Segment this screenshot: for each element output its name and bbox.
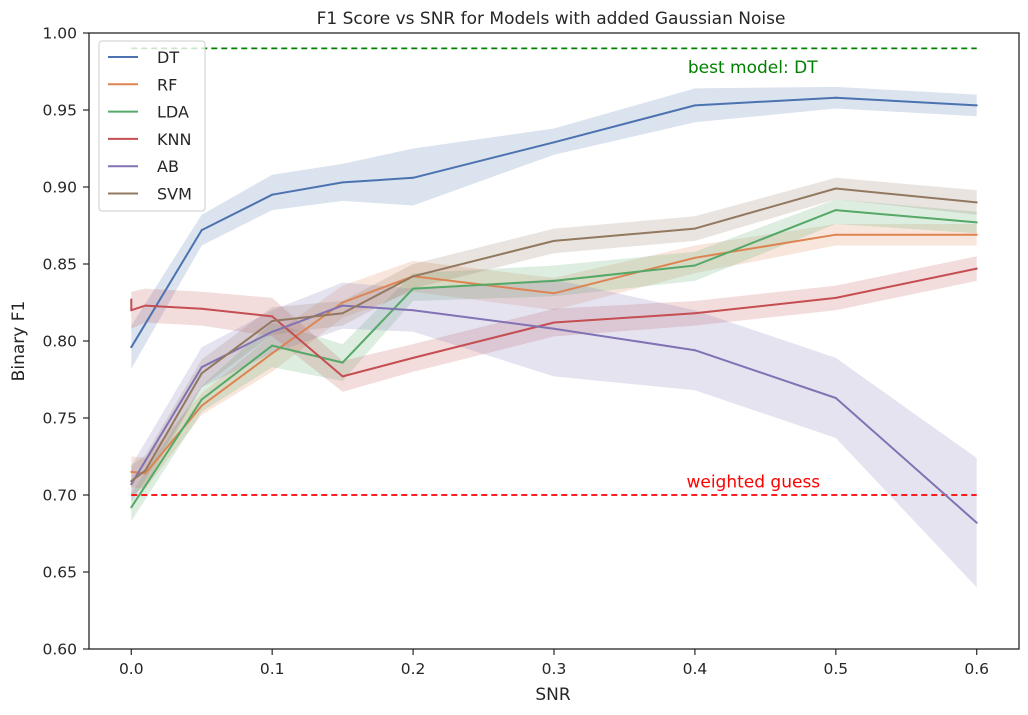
x-tick-label: 0.0: [119, 660, 144, 678]
y-tick-label: 0.90: [42, 179, 77, 197]
band-rf: [131, 224, 977, 489]
legend-label-rf: RF: [157, 75, 177, 94]
data-point-rf: [200, 404, 203, 407]
data-point-svm: [693, 227, 696, 230]
legend-label-svm: SVM: [157, 185, 192, 204]
legend: DT RF LDA KNN AB SVM: [98, 40, 206, 212]
x-tick-label: 0.6: [964, 660, 989, 678]
data-point-lda: [834, 209, 837, 212]
data-point-svm: [834, 187, 837, 190]
data-point-rf: [130, 470, 133, 473]
data-point-dt: [553, 141, 555, 144]
data-point-lda: [553, 279, 555, 282]
data-point-dt: [271, 193, 274, 196]
data-point-rf: [693, 256, 696, 259]
x-tick-label: 0.3: [542, 660, 567, 678]
data-point-dt: [975, 104, 978, 107]
data-point-dt: [834, 96, 837, 99]
data-point-ab: [975, 521, 978, 524]
x-tick-label: 0.1: [260, 660, 285, 678]
y-tick-label: 0.75: [42, 410, 77, 428]
data-point-knn: [144, 304, 147, 307]
data-point-rf: [553, 292, 555, 295]
data-point-svm: [553, 239, 555, 242]
data-point-knn: [130, 298, 133, 301]
data-point-svm: [412, 275, 415, 278]
y-tick-label: 0.80: [42, 333, 77, 351]
data-point-knn: [412, 356, 415, 359]
band-ab: [131, 279, 977, 588]
y-tick-label: 0.70: [42, 487, 77, 505]
x-axis-title: SNR: [535, 685, 571, 705]
data-point-dt: [200, 229, 203, 232]
data-point-knn: [834, 296, 837, 299]
data-point-lda: [341, 361, 344, 364]
data-point-ab: [693, 349, 696, 352]
data-point-svm: [271, 319, 274, 322]
data-point-dt: [412, 176, 415, 179]
y-tick-label: 0.65: [42, 564, 77, 582]
data-point-rf: [144, 472, 147, 475]
legend-label-knn: KNN: [157, 130, 191, 149]
data-point-svm: [341, 312, 344, 315]
data-point-rf: [834, 233, 837, 236]
data-point-knn: [341, 375, 344, 378]
data-point-dt: [341, 181, 344, 184]
data-point-ab: [553, 327, 555, 330]
data-point-knn: [553, 321, 555, 324]
data-point-dt: [130, 346, 133, 349]
y-tick-label: 1.00: [42, 25, 77, 43]
data-point-knn: [200, 307, 203, 310]
weighted-guess-annotation: weighted guess: [686, 472, 820, 492]
chart-title: F1 Score vs SNR for Models with added Ga…: [317, 9, 786, 29]
data-point-knn: [693, 312, 696, 315]
data-point-lda: [200, 398, 203, 401]
data-point-ab: [412, 309, 415, 312]
y-tick-label: 0.85: [42, 256, 77, 274]
x-tick-label: 0.5: [823, 660, 848, 678]
data-point-lda: [271, 344, 274, 347]
data-point-dt: [693, 104, 696, 107]
legend-label-ab: AB: [157, 157, 179, 176]
legend-label-dt: DT: [157, 48, 179, 67]
data-point-svm: [200, 372, 203, 375]
y-axis-title: Binary F1: [9, 301, 29, 382]
data-point-knn: [975, 267, 978, 270]
data-point-rf: [341, 301, 344, 304]
data-point-svm: [130, 480, 133, 483]
band-lda: [131, 199, 977, 522]
data-point-lda: [130, 506, 133, 509]
series-line-svm: [130, 187, 977, 482]
y-tick-label: 0.60: [42, 641, 77, 659]
data-point-knn: [130, 309, 133, 312]
reference-lines: [131, 47, 977, 496]
legend-label-lda: LDA: [157, 103, 189, 122]
data-point-lda: [412, 287, 415, 290]
axes: 0.0 0.1 0.2 0.3 0.4 0.5 0.6 0.60 0.65 0.70 0.75 0.8…: [42, 25, 1020, 678]
data-point-knn: [271, 315, 274, 318]
data-point-rf: [975, 233, 978, 236]
data-point-ab: [834, 396, 837, 399]
data-point-svm: [975, 201, 978, 204]
data-point-lda: [693, 264, 696, 267]
data-point-ab: [200, 366, 203, 369]
data-point-ab: [341, 304, 344, 307]
y-tick-label: 0.95: [42, 102, 77, 120]
best-model-annotation: best model: DT: [688, 58, 818, 78]
data-point-rf: [271, 352, 274, 355]
annotations: best model: DT weighted guess: [686, 58, 820, 492]
data-point-ab: [130, 483, 133, 486]
x-tick-label: 0.4: [683, 660, 708, 678]
series-line-rf: [131, 233, 977, 475]
data-point-svm: [144, 469, 147, 472]
series-lines: [130, 96, 978, 524]
data-point-ab: [271, 330, 274, 333]
data-point-lda: [975, 221, 978, 224]
x-tick-label: 0.2: [401, 660, 426, 678]
band-knn: [131, 256, 977, 392]
